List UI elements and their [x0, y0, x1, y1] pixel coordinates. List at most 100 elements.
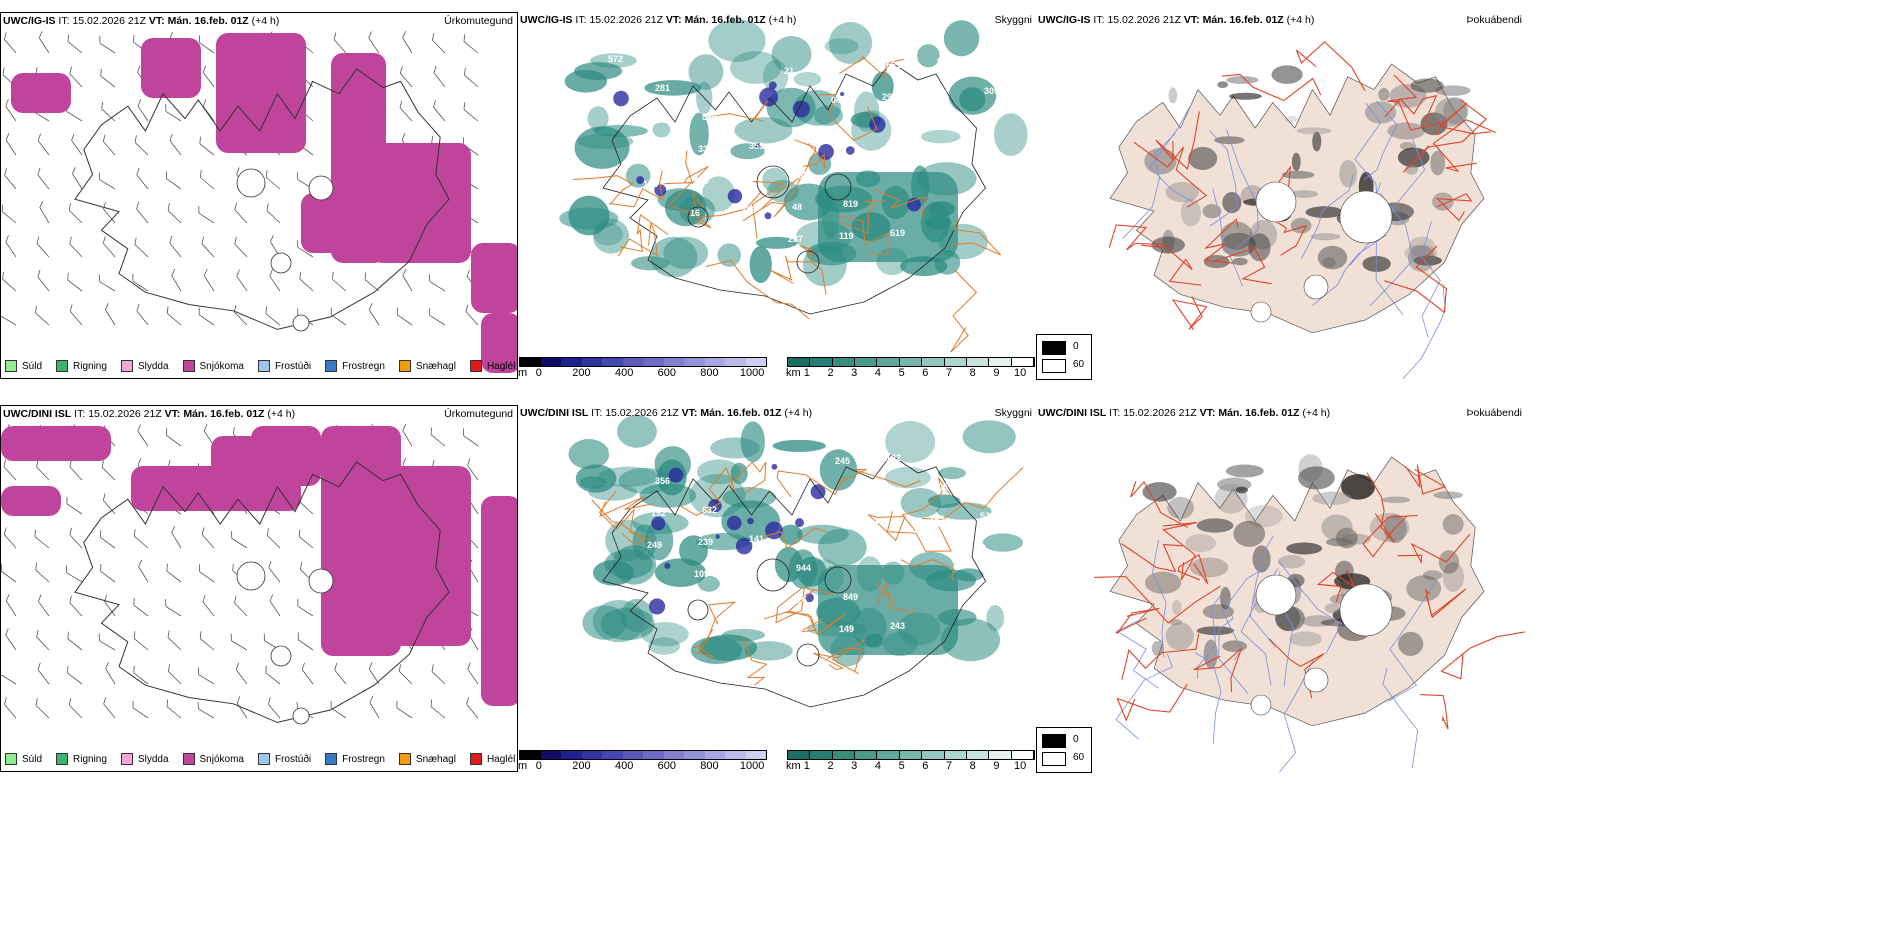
scale-tick-label: 8: [969, 367, 976, 379]
scale-tick-label: 1: [803, 367, 810, 379]
visibility-value-label: 119: [839, 231, 854, 241]
visibility-value-label: 819: [843, 199, 858, 209]
panel-field-name: Þokuábendi: [1466, 407, 1522, 419]
visibility-value-label: 40: [976, 543, 986, 553]
visibility-ticks: 1 2 3 4 5 6 7 8 9 10: [787, 367, 1035, 381]
ptype-legend-item: Slydda: [120, 360, 169, 372]
scale-tick-label: 3: [851, 367, 858, 379]
visibility-value-label: 305: [984, 86, 999, 96]
visibility-scale: 1 2 3 4 5 6 7 8 9 10 km: [786, 750, 1035, 774]
scale-tick-label: 6: [922, 367, 929, 379]
visibility-colorbar: [787, 750, 1035, 760]
ptype-legend-item: Frostregn: [325, 753, 385, 765]
scale-tick-label: 600: [657, 367, 676, 379]
visibility-value-label: 336: [698, 144, 713, 154]
visibility-value-label: 560: [929, 121, 944, 131]
ptype-swatch: [5, 360, 17, 372]
scale-tick-label: 1: [803, 760, 810, 772]
elevation-unit: m: [518, 760, 528, 772]
ptype-legend: Súld Rigning Slydda Snjókoma Frostúði Frostre…: [5, 360, 515, 372]
fog-legend: 0 60: [1036, 727, 1092, 773]
visibility-value-label: 62: [741, 598, 751, 608]
visibility-value-label: 314: [976, 150, 991, 160]
panel-field-name: Úrkomutegund: [444, 15, 513, 27]
visibility-value-label: 90: [737, 237, 747, 247]
elevation-ticks: 0 200 400 600 800 1000: [519, 367, 767, 381]
ptype-swatch: [325, 360, 338, 372]
ptype-swatch: [56, 360, 69, 372]
ptype-legend-item: Frostúði: [257, 360, 312, 372]
ptype-label: Slydda: [137, 753, 169, 765]
ptype-label: Frostúði: [274, 360, 312, 372]
visibility-value-label: 356: [655, 476, 670, 486]
visibility-value-label: 243: [890, 621, 905, 631]
visibility-value-label: 295: [929, 514, 944, 524]
visibility-value-label: 944: [796, 563, 811, 573]
scale-tick-label: 0: [535, 760, 542, 772]
ptype-swatch: [257, 753, 270, 765]
visibility-value-label: 126: [984, 479, 999, 489]
scale-tick-label: 10: [1013, 367, 1027, 379]
scale-tick-label: 3: [851, 760, 858, 772]
ptype-label: Frostregn: [342, 753, 385, 765]
ptype-swatch: [469, 753, 482, 765]
scale-tick-label: 1000: [739, 760, 765, 772]
visibility-value-label: 188: [788, 627, 803, 637]
ptype-legend-item: Snæhagl: [398, 360, 456, 372]
visibility-value-label: 440: [694, 176, 709, 186]
visibility-scale: 1 2 3 4 5 6 7 8 9 10 km: [786, 357, 1035, 381]
fog-panel-row2: UWC/DINI ISL IT: 15.02.2026 21Z VT: Mán.…: [1036, 405, 1526, 772]
scale-tick-label: 200: [572, 760, 591, 772]
visibility-ticks: 1 2 3 4 5 6 7 8 9 10: [787, 760, 1035, 774]
ptype-swatch: [182, 753, 195, 765]
ptype-map: [1, 423, 517, 725]
visibility-value-label: 162: [882, 485, 897, 495]
visibility-value-label: 141: [749, 534, 764, 544]
scale-tick-label: 9: [993, 367, 1000, 379]
visibility-value-label: 580: [702, 112, 717, 122]
elevation-scale: 0 200 400 600 800 1000 m: [518, 750, 767, 774]
ptype-label: Snjókoma: [199, 753, 244, 765]
visibility-value-label: 105: [933, 482, 948, 492]
visibility-value-label: 98: [745, 566, 755, 576]
ptype-label: Rigning: [73, 753, 107, 765]
visibility-map: 951 356 632 141 944 849 243 379 126 192 239 98 226 14…: [568, 415, 1024, 708]
scale-tick-label: 1000: [739, 367, 765, 379]
panel-field-name: Þokuábendi: [1466, 14, 1522, 26]
scale-tick-label: 400: [614, 367, 634, 379]
ptype-label: Frostúði: [274, 753, 312, 765]
scale-tick-label: 2: [827, 760, 834, 772]
ptype-swatch: [469, 360, 482, 372]
scale-tick-label: 200: [572, 367, 591, 379]
visibility-value-label: 27: [835, 63, 845, 73]
visibility-value-label: 572: [608, 54, 623, 64]
visibility-value-label: 245: [835, 456, 850, 466]
visibility-value-label: 131: [933, 89, 948, 99]
fog-legend-low: 0: [1073, 341, 1079, 352]
visibility-value-label: 355: [749, 141, 764, 151]
scale-tick-label: 400: [614, 760, 634, 772]
ptype-label: Snæhagl: [415, 360, 456, 372]
visibility-value-label: 40: [745, 173, 755, 183]
ptype-label: Haglél: [486, 753, 516, 765]
elevation-colorbar: [519, 357, 767, 367]
scale-tick-label: 0: [535, 367, 542, 379]
scale-tick-label: 9: [993, 760, 1000, 772]
ptype-label: Haglél: [486, 360, 516, 372]
scale-tick-label: 6: [922, 760, 929, 772]
visibility-value-label: 04: [831, 95, 841, 105]
scale-tick-label: 5: [898, 760, 905, 772]
scale-tick-label: 800: [700, 367, 719, 379]
ptype-legend-item: Snæhagl: [398, 753, 456, 765]
ptype-swatch: [5, 753, 17, 765]
visibility-value-label: 109: [694, 569, 709, 579]
fog-legend-high: 60: [1073, 752, 1085, 763]
visibility-value-label: 176: [980, 118, 995, 128]
panel-title: UWC/DINI ISL IT: 15.02.2026 21Z VT: Mán.…: [3, 408, 296, 420]
ptype-swatch: [398, 360, 411, 372]
ptype-swatch: [120, 753, 133, 765]
visibility-colorbar: [787, 357, 1035, 367]
visibility-value-label: 249: [647, 540, 662, 550]
visibility-value-label: 849: [843, 592, 858, 602]
visibility-value-label: 182: [886, 453, 901, 463]
